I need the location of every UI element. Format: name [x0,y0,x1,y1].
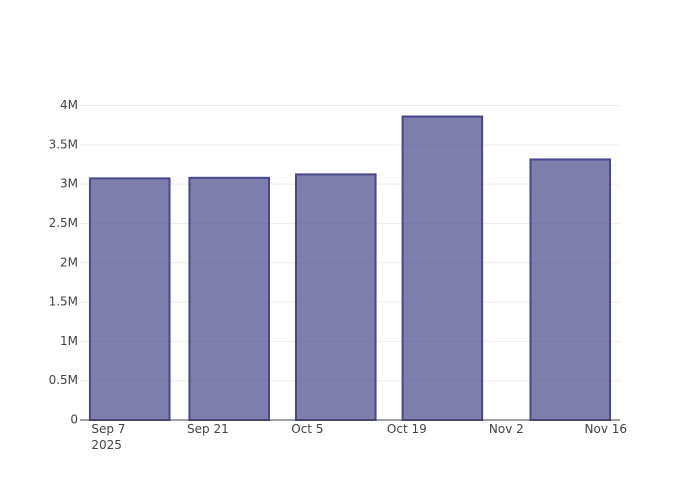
x-tick-label: Oct 5 [291,422,324,436]
y-tick-label: 3M [60,177,78,191]
y-tick-label: 0 [70,413,78,427]
x-tick-label: Sep 7 2025 [91,422,126,452]
y-tick-label: 1.5M [49,295,78,309]
y-tick-label: 2.5M [49,216,78,230]
x-tick-label: Nov 2 [488,422,524,436]
y-tick-label: 2M [60,255,78,269]
bar [88,177,171,421]
x-tick-label: Sep 21 [187,422,229,436]
bar [295,173,377,421]
y-tick-label: 1M [60,334,78,348]
bar [529,158,612,422]
x-tick-label: Oct 19 [386,422,427,436]
y-tick-label: 4M [60,98,78,112]
y-tick-label: 3.5M [49,137,78,151]
y-tick-label: 0.5M [49,373,78,387]
bar [188,176,270,421]
x-tick-label: Nov 16 [584,422,628,436]
bar [401,115,484,422]
